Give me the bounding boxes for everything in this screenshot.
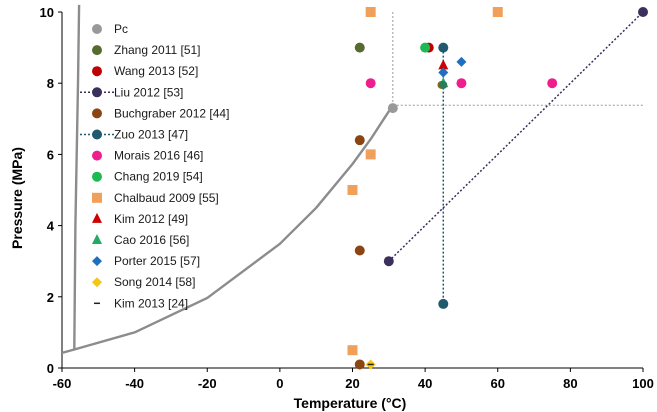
legend-marker <box>92 108 102 119</box>
legend-label: Song 2014 [58] <box>114 275 195 289</box>
legend-marker <box>92 24 102 34</box>
legend-label: Cao 2016 [56] <box>114 233 189 247</box>
legend-label: Pc <box>114 22 128 36</box>
legend-marker <box>92 150 102 161</box>
legend: Pc Zhang 2011 [51] Wang 2013 [52] Liu 2012 … <box>80 22 229 310</box>
x-tick-label: 100 <box>632 376 654 391</box>
data-point <box>347 185 358 195</box>
data-point <box>547 78 558 89</box>
data-point <box>347 345 358 356</box>
y-tick-label: 0 <box>47 361 54 376</box>
data-point <box>365 149 376 160</box>
phase-curve-sublimation-melting <box>62 104 394 355</box>
data-point <box>383 256 394 267</box>
data-point <box>456 56 467 67</box>
legend-label: Chang 2019 [54] <box>114 170 203 184</box>
legend-label: Morais 2016 [46] <box>114 149 203 163</box>
x-tick-label: -60 <box>53 376 72 391</box>
data-point <box>387 103 398 114</box>
series-line <box>388 11 644 262</box>
y-axis-title: Pressure (MPa) <box>9 147 25 249</box>
legend-marker <box>92 66 102 77</box>
data-points <box>347 7 648 370</box>
legend-marker <box>92 256 102 267</box>
legend-label: Zuo 2013 [47] <box>114 128 188 142</box>
data-point <box>438 298 449 309</box>
legend-label: Chalbaud 2009 [55] <box>114 191 219 205</box>
data-point <box>438 67 449 78</box>
legend-label: Kim 2012 [49] <box>114 212 188 226</box>
data-point <box>492 7 503 17</box>
x-axis-title: Temperature (°C) <box>294 395 407 411</box>
y-tick-label: 8 <box>47 76 54 91</box>
legend-marker <box>92 129 102 140</box>
data-point <box>354 42 365 53</box>
legend-marker <box>92 192 102 203</box>
data-point <box>354 135 365 146</box>
y-tick-label: 10 <box>40 5 54 20</box>
series-lines <box>388 11 644 304</box>
data-point <box>438 59 449 70</box>
y-tick-label: 4 <box>47 219 55 234</box>
phase-curves <box>62 4 394 355</box>
legend-marker <box>92 234 102 244</box>
y-tick-label: 6 <box>47 147 54 162</box>
data-point <box>438 42 449 53</box>
legend-label: Liu 2012 [53] <box>114 85 183 99</box>
legend-marker <box>92 171 102 182</box>
x-tick-label: 0 <box>276 376 283 391</box>
x-tick-label: -20 <box>198 376 217 391</box>
axes: -60 -40 -20 0 20 40 60 80 100 0 2 4 6 8 10 <box>40 5 654 391</box>
data-point <box>354 359 365 370</box>
data-point <box>354 245 365 256</box>
legend-marker <box>92 87 102 98</box>
x-tick-label: -40 <box>125 376 144 391</box>
data-point <box>439 80 448 89</box>
legend-label: Porter 2015 [57] <box>114 254 200 268</box>
legend-label: Buchgraber 2012 [44] <box>114 106 229 120</box>
legend-marker <box>92 45 102 56</box>
legend-label: Wang 2013 [52] <box>114 64 198 78</box>
data-point <box>365 7 376 17</box>
data-point <box>365 78 376 89</box>
y-tick-label: 2 <box>47 290 54 305</box>
x-tick-label: 60 <box>491 376 505 391</box>
legend-marker <box>92 277 102 288</box>
x-tick-label: 20 <box>345 376 359 391</box>
legend-label: Kim 2013 [24] <box>114 296 188 310</box>
phase-curve-melting <box>73 4 81 350</box>
data-point <box>638 7 648 17</box>
x-tick-label: 80 <box>563 376 577 391</box>
data-point <box>456 78 467 89</box>
x-tick-label: 40 <box>418 376 432 391</box>
data-point <box>420 42 431 53</box>
legend-label: Zhang 2011 [51] <box>114 43 201 57</box>
legend-marker <box>92 212 102 223</box>
